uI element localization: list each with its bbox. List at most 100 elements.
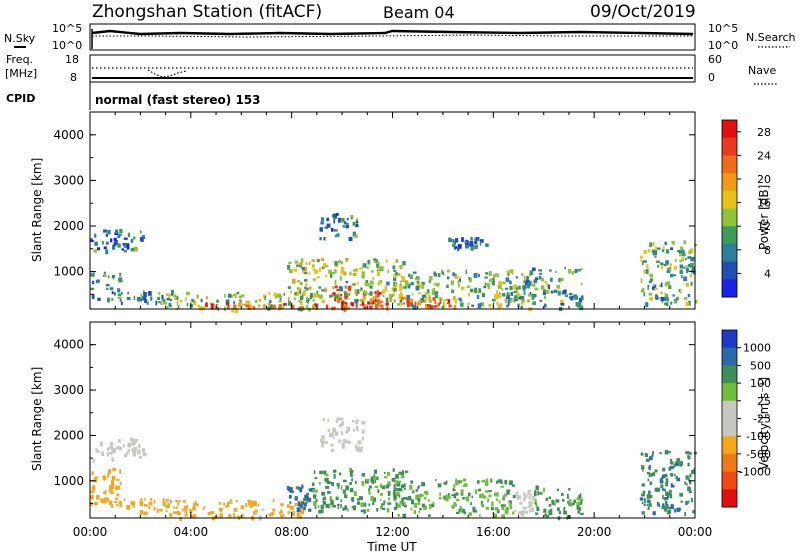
data-cell [308, 497, 312, 503]
data-cell [453, 484, 456, 488]
data-cell [333, 436, 335, 439]
data-cell [373, 497, 376, 502]
data-cell [93, 249, 98, 253]
data-cell [362, 429, 365, 435]
data-cell [117, 233, 121, 238]
data-cell [304, 286, 307, 290]
data-cell [161, 294, 164, 300]
data-cell [110, 238, 113, 243]
nave-tick-high: 60 [708, 53, 722, 66]
data-cell [447, 493, 450, 498]
data-cell [548, 496, 552, 500]
panel-frame [89, 111, 696, 310]
data-cell [355, 446, 360, 452]
data-cell [119, 503, 123, 508]
data-cell [539, 272, 543, 275]
data-cell [687, 455, 691, 460]
data-cell [233, 513, 235, 519]
data-cell [352, 272, 357, 276]
data-cell [687, 293, 691, 298]
data-cell [94, 233, 97, 238]
data-cell [162, 299, 166, 302]
data-cell [181, 508, 184, 512]
data-cell [370, 479, 374, 482]
data-cell [121, 248, 124, 251]
data-cell [308, 508, 312, 512]
data-cell [487, 498, 489, 503]
data-cell [647, 478, 650, 481]
data-cell [649, 495, 653, 498]
data-cell [355, 223, 359, 228]
data-cell [479, 241, 482, 246]
data-cell [308, 261, 311, 265]
data-cell [506, 304, 509, 308]
data-cell [417, 485, 420, 488]
panel-frame [89, 321, 696, 519]
data-cell [321, 289, 326, 292]
data-cell [210, 511, 215, 515]
colorbar-swatch [722, 453, 737, 473]
data-cell [367, 259, 371, 265]
colorbar-tick-label: 16 [757, 197, 771, 210]
data-cell [345, 258, 349, 261]
data-cell [379, 498, 382, 501]
data-cell [107, 229, 111, 235]
data-cell [334, 431, 339, 436]
data-cell [494, 273, 499, 277]
data-cell [361, 438, 364, 441]
data-cell [308, 272, 311, 276]
data-cell [368, 488, 370, 491]
data-cell [421, 294, 426, 298]
y-tick-label: 4000 [53, 128, 84, 142]
data-cell [314, 269, 317, 274]
data-cell [504, 287, 508, 290]
data-cell [509, 285, 513, 291]
data-cell [370, 305, 373, 309]
data-cell [439, 492, 441, 496]
data-cell [168, 294, 171, 298]
data-cell [374, 294, 377, 299]
data-cell [453, 489, 456, 492]
data-cell [403, 502, 406, 506]
data-cell [350, 302, 352, 306]
data-cell [398, 480, 402, 483]
data-cell [569, 503, 573, 507]
data-cell [347, 223, 349, 226]
data-cell [521, 511, 525, 517]
data-cell [495, 480, 498, 484]
colorbar-swatch [722, 418, 737, 437]
data-cell [660, 297, 664, 302]
data-cell [562, 499, 565, 502]
data-cell [319, 294, 323, 299]
power-colorbar-title: Power [dB] [757, 185, 771, 250]
data-cell [664, 302, 668, 306]
data-cell [349, 271, 352, 276]
data-cell [334, 285, 338, 289]
data-cell [515, 287, 518, 291]
colorbar-swatch [722, 173, 737, 192]
data-cell [336, 213, 339, 216]
data-cell [668, 285, 672, 290]
data-cell [300, 258, 304, 263]
velocity-panel: 1000 2000 3000 4000 00:00 04:00 08:00 12:00 16:0… [53, 321, 712, 539]
data-cell [654, 487, 657, 492]
data-cell [662, 467, 666, 472]
data-cell [669, 491, 672, 495]
data-cell [133, 449, 137, 454]
data-cell [193, 300, 197, 306]
data-cell [166, 305, 169, 310]
data-cell [664, 241, 667, 245]
data-cell [288, 300, 291, 305]
data-cell [388, 483, 391, 486]
data-cell [92, 484, 95, 488]
data-cell [346, 427, 351, 432]
data-cell [544, 513, 548, 517]
data-cell [534, 490, 537, 493]
data-cell [141, 448, 146, 453]
y-tick-label: 1000 [53, 474, 84, 488]
data-cell [312, 278, 316, 281]
data-cell [639, 255, 643, 259]
data-cell [254, 511, 257, 515]
data-cell [401, 276, 406, 282]
